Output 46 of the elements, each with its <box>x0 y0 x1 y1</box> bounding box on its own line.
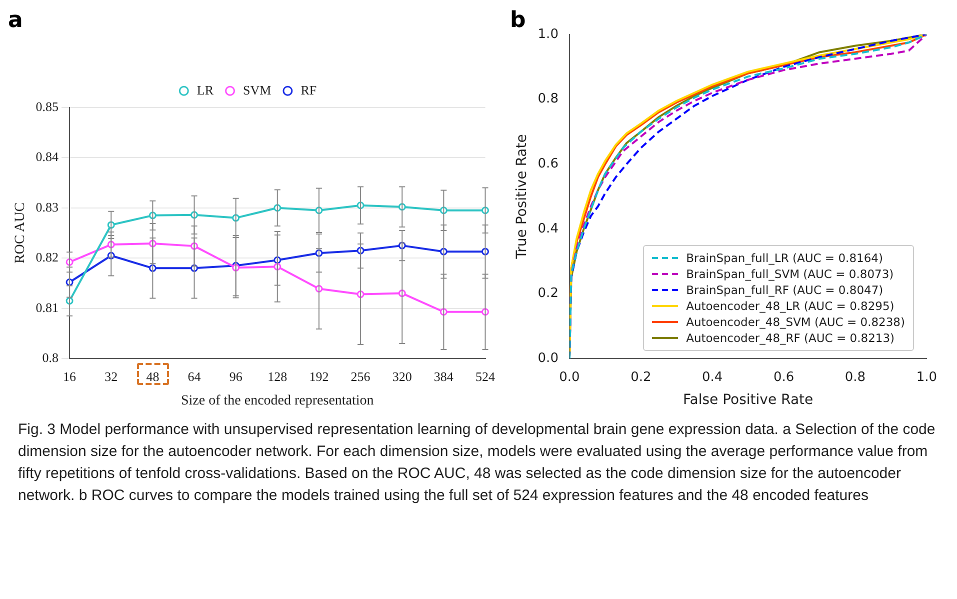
x-tick-label: 0.6 <box>773 370 794 385</box>
y-tick-label: 0.84 <box>36 149 60 164</box>
x-tick-label: 256 <box>350 368 371 384</box>
x-tick-label: 96 <box>229 368 243 384</box>
x-tick-label: 16 <box>63 368 77 384</box>
y-axis-title: True Positive Rate <box>514 134 530 260</box>
line-series <box>569 34 927 359</box>
legend-label: Autoencoder_48_RF (AUC = 0.8213) <box>686 330 895 346</box>
x-tick-label: 192 <box>309 368 329 384</box>
chart-title: b <box>510 8 526 33</box>
x-tick-label: 128 <box>268 368 288 384</box>
x-tick-label: 320 <box>392 368 412 384</box>
y-tick-label: 0.0 <box>538 350 558 366</box>
y-tick-label: 0.2 <box>538 286 558 302</box>
x-axis-title: Size of the encoded representation <box>180 393 374 408</box>
y-tick-label: 0.85 <box>36 98 59 114</box>
x-tick-label: 384 <box>434 368 454 384</box>
x-axis-title: False Positive Rate <box>683 392 814 408</box>
y-tick-label: 1.0 <box>538 26 558 42</box>
y-axis-title: ROC AUC <box>13 202 28 264</box>
caption: Fig. 3 Model performance with unsupervised representation learning of developmental brain gene expression data. a Selection of the code dimension size for the autoencoder network. For each dimension size, models were evaluated using the average performance value from fifty repetitions of tenfold cross-validations. Based on the ROC AUC, 48 was selected as the code dimension size for the autoencoder network. b ROC curves to compare the models trained using the full set of 524 expression features and the 48 encoded features <box>17 420 936 506</box>
x-tick-label: 32 <box>104 368 118 384</box>
legend-label: BrainSpan_full_SVM (AUC = 0.8073) <box>686 266 894 282</box>
x-tick-label: 0.2 <box>630 370 652 385</box>
y-tick-label: 0.8 <box>42 350 59 366</box>
chart-title: a <box>8 8 23 33</box>
y-tick-label: 0.81 <box>36 300 59 315</box>
legend-label: BrainSpan_full_RF (AUC = 0.8047) <box>686 282 884 298</box>
legend-label: Autoencoder_48_LR (AUC = 0.8295) <box>686 298 894 314</box>
x-tick-label: 1.0 <box>916 370 938 385</box>
x-tick-label: 0.0 <box>559 370 580 385</box>
y-tick-label: 0.6 <box>538 156 558 172</box>
x-tick-label: 48 <box>146 368 160 384</box>
legend-label: Autoencoder_48_SVM (AUC = 0.8238) <box>686 314 905 330</box>
y-tick-label: 0.4 <box>538 221 558 236</box>
legend-label: RF <box>300 82 317 98</box>
legend-label: LR <box>196 82 214 98</box>
x-tick-label: 64 <box>188 368 202 384</box>
x-tick-label: 524 <box>476 368 496 384</box>
legend-label: BrainSpan_full_LR (AUC = 0.8164) <box>686 250 883 266</box>
legend-label: SVM <box>243 82 272 98</box>
y-tick-label: 0.83 <box>36 199 59 214</box>
y-tick-label: 0.8 <box>538 92 558 107</box>
x-tick-label: 0.4 <box>702 370 723 385</box>
y-tick-label: 0.82 <box>36 250 59 265</box>
x-tick-label: 0.8 <box>844 370 866 385</box>
